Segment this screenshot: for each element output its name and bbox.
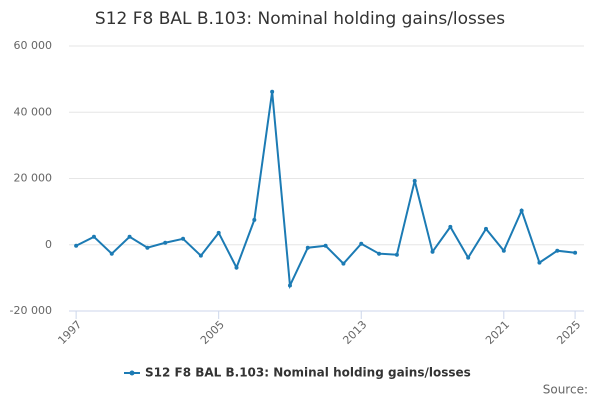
chart-title: S12 F8 BAL B.103: Nominal holding gains/…: [95, 9, 505, 29]
data-point: [109, 251, 114, 256]
x-tick-label: 2005: [198, 318, 227, 347]
y-tick-label: 40 000: [14, 105, 53, 118]
data-point: [234, 265, 239, 270]
data-point: [341, 261, 346, 266]
data-point: [270, 89, 275, 94]
x-tick-label: 2013: [341, 318, 370, 347]
data-point: [394, 252, 399, 257]
x-tick-label: 2025: [554, 318, 583, 347]
data-point: [483, 226, 488, 231]
data-point: [198, 253, 203, 258]
y-tick-label: 20 000: [14, 172, 53, 185]
legend-label: S12 F8 BAL B.103: Nominal holding gains/…: [145, 366, 471, 380]
data-point: [448, 224, 453, 229]
data-point: [305, 245, 310, 250]
x-tick-label: 2021: [483, 318, 512, 347]
x-tick-label: 1997: [55, 318, 84, 347]
y-tick-label: 0: [45, 238, 52, 251]
data-point: [323, 243, 328, 248]
source: Source:: [543, 383, 588, 397]
data-point: [74, 243, 79, 248]
data-point: [430, 249, 435, 254]
data-point: [163, 240, 168, 245]
data-point: [216, 230, 221, 235]
data-point: [359, 241, 364, 246]
legend-marker: [129, 370, 135, 376]
data-point: [466, 255, 471, 260]
data-point: [501, 248, 506, 253]
data-point: [555, 248, 560, 253]
data-point: [287, 283, 292, 288]
data-point: [519, 208, 524, 213]
data-point: [127, 234, 132, 239]
data-point: [412, 178, 417, 183]
data-point: [377, 251, 382, 256]
data-point: [91, 234, 96, 239]
y-tick-label: 60 000: [14, 39, 53, 52]
y-tick-label: -20 000: [10, 304, 52, 317]
data-point: [573, 250, 578, 255]
data-point: [145, 245, 150, 250]
data-point: [181, 236, 186, 241]
data-point: [537, 260, 542, 265]
data-point: [252, 217, 257, 222]
series-line: [75, 91, 576, 290]
